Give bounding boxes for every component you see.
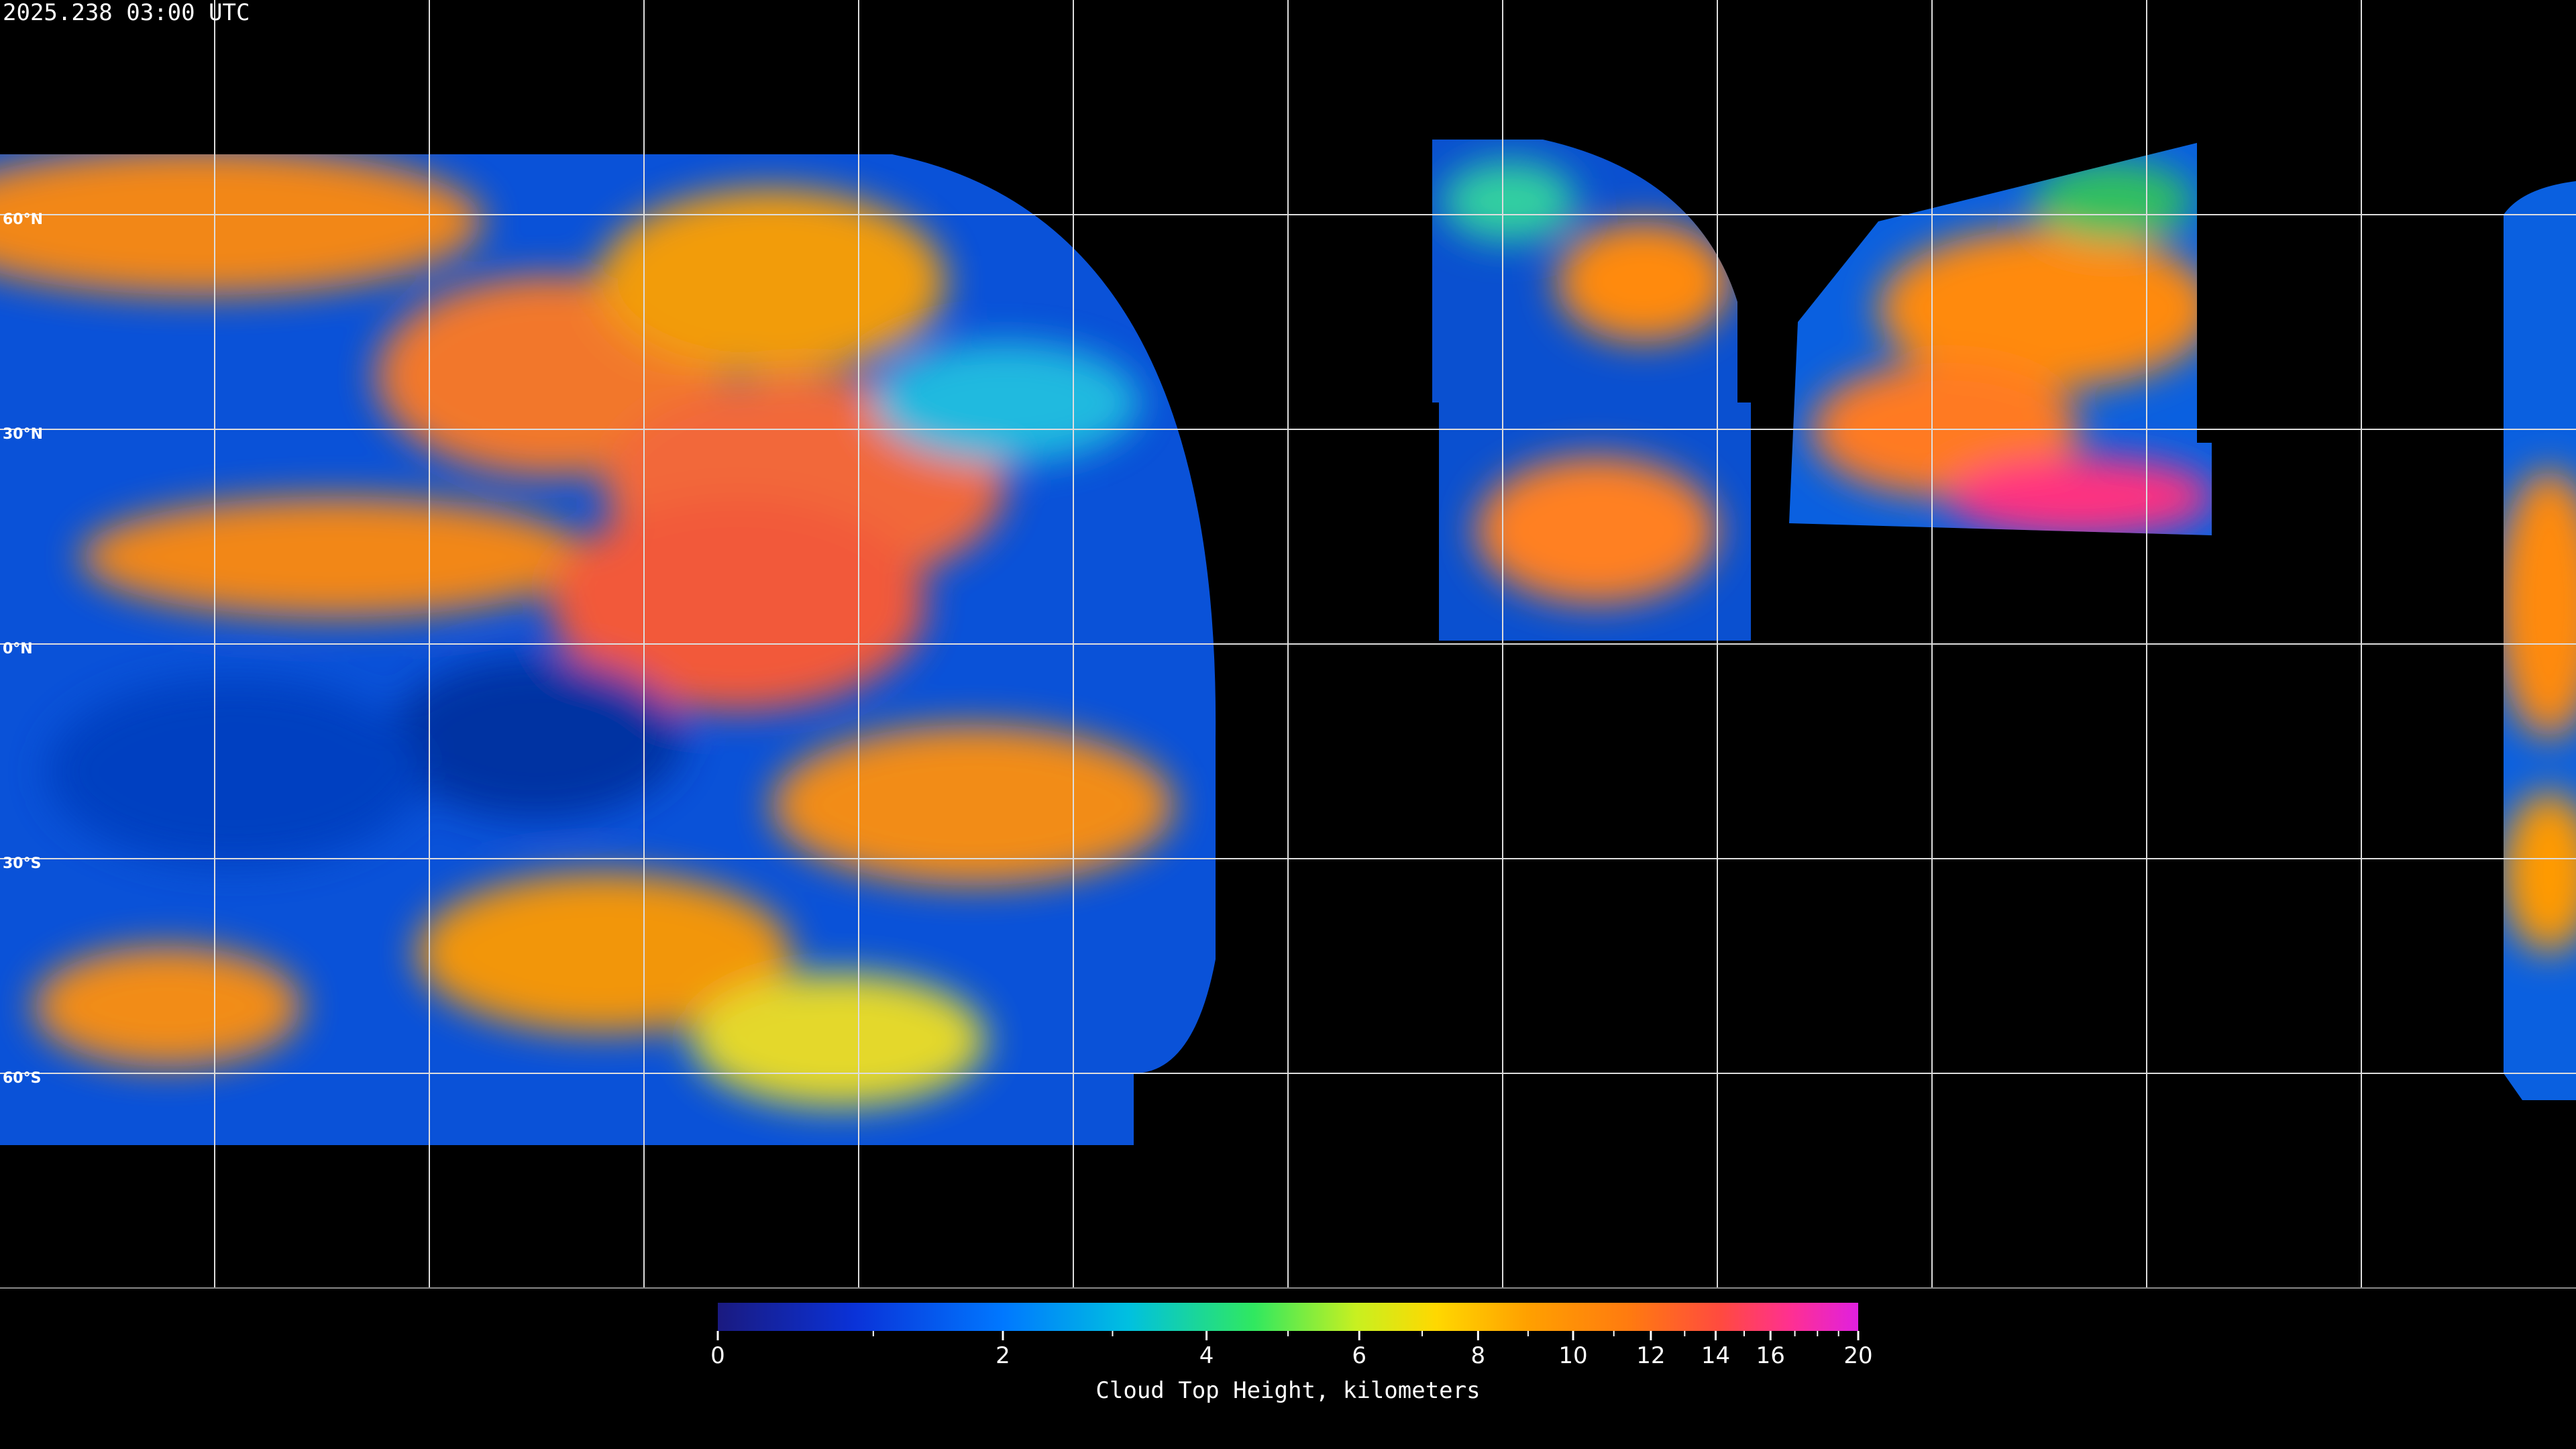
colorbar-tick-label: 10 bbox=[1558, 1342, 1587, 1369]
colorbar-title: Cloud Top Height, kilometers bbox=[1095, 1377, 1480, 1404]
colorbar-tick-label: 4 bbox=[1199, 1342, 1214, 1369]
colorbar-axis: 0 2 4 6 8 10 12 14 16 20 bbox=[710, 1331, 1873, 1369]
colorbar-tick-label: 0 bbox=[710, 1342, 725, 1369]
latitude-label: 30°S bbox=[3, 855, 41, 872]
colorbar-tick-label: 16 bbox=[1756, 1342, 1785, 1369]
colorbar-tick-label: 6 bbox=[1352, 1342, 1366, 1369]
colorbar-tick-label: 8 bbox=[1471, 1342, 1486, 1369]
graticule bbox=[0, 0, 2576, 1288]
labels: 60°N 30°N 0°N 30°S 60°S bbox=[3, 211, 43, 1087]
colorbar-tick-label: 2 bbox=[996, 1342, 1010, 1369]
latitude-label: 0°N bbox=[3, 641, 33, 657]
satellite-imagery bbox=[0, 140, 2576, 1145]
timestamp: 2025.238 03:00 UTC bbox=[3, 0, 250, 26]
colorbar bbox=[718, 1303, 1858, 1331]
latitude-label: 60°S bbox=[3, 1070, 41, 1087]
latitude-label: 60°N bbox=[3, 211, 43, 228]
colorbar-tick-label: 14 bbox=[1701, 1342, 1730, 1369]
colorbar-tick-label: 12 bbox=[1636, 1342, 1665, 1369]
latitude-label: 30°N bbox=[3, 426, 43, 443]
colorbar-tick-label: 20 bbox=[1843, 1342, 1872, 1369]
